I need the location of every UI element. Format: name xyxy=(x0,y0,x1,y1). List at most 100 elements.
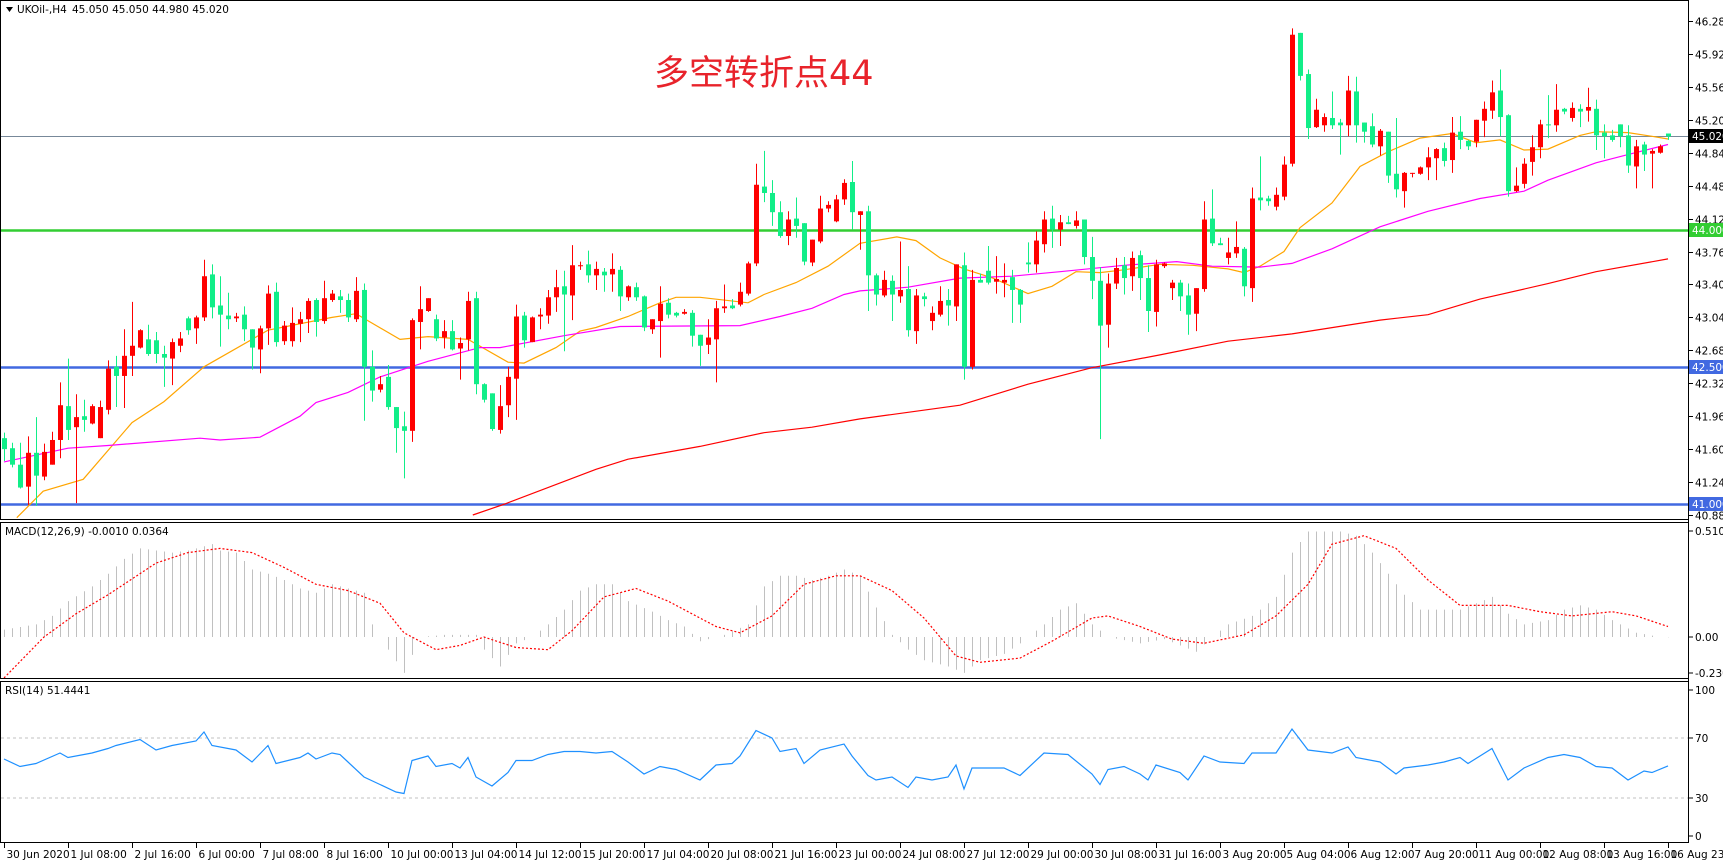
candle-body xyxy=(1010,277,1015,290)
candle-body xyxy=(986,270,991,283)
candle-body xyxy=(1610,135,1615,140)
candle-body xyxy=(618,269,623,297)
candle xyxy=(1474,119,1479,148)
candle xyxy=(1386,131,1391,183)
price-panel[interactable]: UKOil-,H4 45.050 45.050 44.980 45.020 多空… xyxy=(0,0,1689,520)
candle xyxy=(1434,148,1439,181)
candle-body xyxy=(554,287,559,298)
candle-body xyxy=(586,264,591,276)
candle-body xyxy=(1298,32,1303,76)
candle-body xyxy=(1642,144,1647,155)
candle-body xyxy=(602,271,607,276)
candle-body xyxy=(1306,74,1311,129)
candle xyxy=(330,289,335,302)
candle xyxy=(1322,113,1327,132)
dropdown-triangle-icon[interactable] xyxy=(6,7,13,12)
annotation-text: 多空转折点44 xyxy=(654,54,874,94)
candle xyxy=(898,241,903,303)
candle xyxy=(1402,171,1407,208)
candle xyxy=(498,385,503,434)
candle xyxy=(1106,273,1111,348)
candle-body xyxy=(594,268,599,276)
candle-body xyxy=(1546,124,1551,126)
macd-marks xyxy=(3,531,1669,679)
candle-body xyxy=(66,406,71,430)
candle xyxy=(1394,117,1399,198)
candle xyxy=(882,270,887,298)
time-tick-label: 30 Jun 2020 xyxy=(7,849,70,861)
candle-body xyxy=(1058,222,1063,230)
candle xyxy=(1642,141,1647,172)
candle-body xyxy=(1402,172,1407,192)
candle xyxy=(298,311,303,343)
candle-body xyxy=(1282,164,1287,197)
candle xyxy=(866,205,871,311)
candle xyxy=(1522,158,1527,189)
time-axis[interactable]: 30 Jun 2020 1 Jul 08:00 2 Jul 16:00 6 Jul 0… xyxy=(4,843,1723,861)
candle xyxy=(1226,237,1231,265)
rsi-panel[interactable]: RSI(14) 51.4441 xyxy=(0,681,1689,843)
rsi-tick-label: 30 xyxy=(1695,793,1708,805)
candle-body xyxy=(914,295,919,332)
candle-body xyxy=(1354,91,1359,126)
candle xyxy=(1362,122,1367,143)
candle-body xyxy=(1490,92,1495,111)
candle xyxy=(1210,189,1215,247)
candle-body xyxy=(1034,240,1039,265)
candle xyxy=(450,320,455,351)
candle-body xyxy=(1562,108,1567,112)
candle-body xyxy=(1106,283,1111,325)
candle xyxy=(874,273,879,306)
candle xyxy=(434,314,439,342)
candle xyxy=(82,399,87,432)
candle xyxy=(1034,231,1039,273)
price-tick-label: 41.240 xyxy=(1695,478,1723,490)
candle xyxy=(490,393,495,431)
candle xyxy=(722,284,727,313)
candle-body xyxy=(522,315,527,341)
candle-body xyxy=(146,339,151,354)
candle-body xyxy=(1666,133,1671,137)
candle xyxy=(1506,114,1511,197)
candle xyxy=(106,360,111,415)
time-tick-label: 27 Jul 12:00 xyxy=(967,849,1030,861)
symbol-label: UKOil-,H4 xyxy=(17,4,67,16)
candle xyxy=(730,299,735,310)
candle-body xyxy=(570,265,575,296)
candle-body xyxy=(730,305,735,309)
candle-body xyxy=(506,376,511,406)
candle xyxy=(1090,236,1095,300)
candle-body xyxy=(674,312,679,316)
moving-average-line-2 xyxy=(472,258,1669,516)
candle xyxy=(1058,214,1063,247)
candle xyxy=(994,256,999,294)
candle-body xyxy=(1386,131,1391,176)
candle xyxy=(986,246,991,285)
candle-body xyxy=(1594,108,1599,136)
candle xyxy=(1378,128,1383,156)
candle xyxy=(650,319,655,334)
level-label-box xyxy=(1689,129,1723,143)
candle-body xyxy=(314,300,319,322)
price-axis[interactable]: 46.28045.92045.56045.20044.84044.48044.1… xyxy=(1688,0,1723,843)
time-tick-label: 20 Jul 08:00 xyxy=(711,849,774,861)
candle xyxy=(1562,107,1567,115)
candle-body xyxy=(1650,150,1655,154)
candle-body xyxy=(1274,194,1279,207)
candle-body xyxy=(1242,248,1247,287)
candle-body xyxy=(42,451,47,477)
level-label-box xyxy=(1689,360,1723,374)
time-tick-label: 3 Aug 20:00 xyxy=(1223,849,1287,861)
candle xyxy=(682,309,687,315)
candle xyxy=(1418,166,1423,175)
candle-body xyxy=(250,329,255,348)
candle-body xyxy=(1226,252,1231,258)
macd-panel[interactable]: MACD(12,26,9) -0.0010 0.0364 xyxy=(0,522,1689,679)
candle-body xyxy=(402,426,407,431)
time-tick-label: 7 Aug 20:00 xyxy=(1415,849,1479,861)
candle xyxy=(1490,80,1495,119)
candle-body xyxy=(1378,130,1383,147)
price-tick-label: 45.560 xyxy=(1695,83,1723,95)
candle xyxy=(1282,156,1287,201)
